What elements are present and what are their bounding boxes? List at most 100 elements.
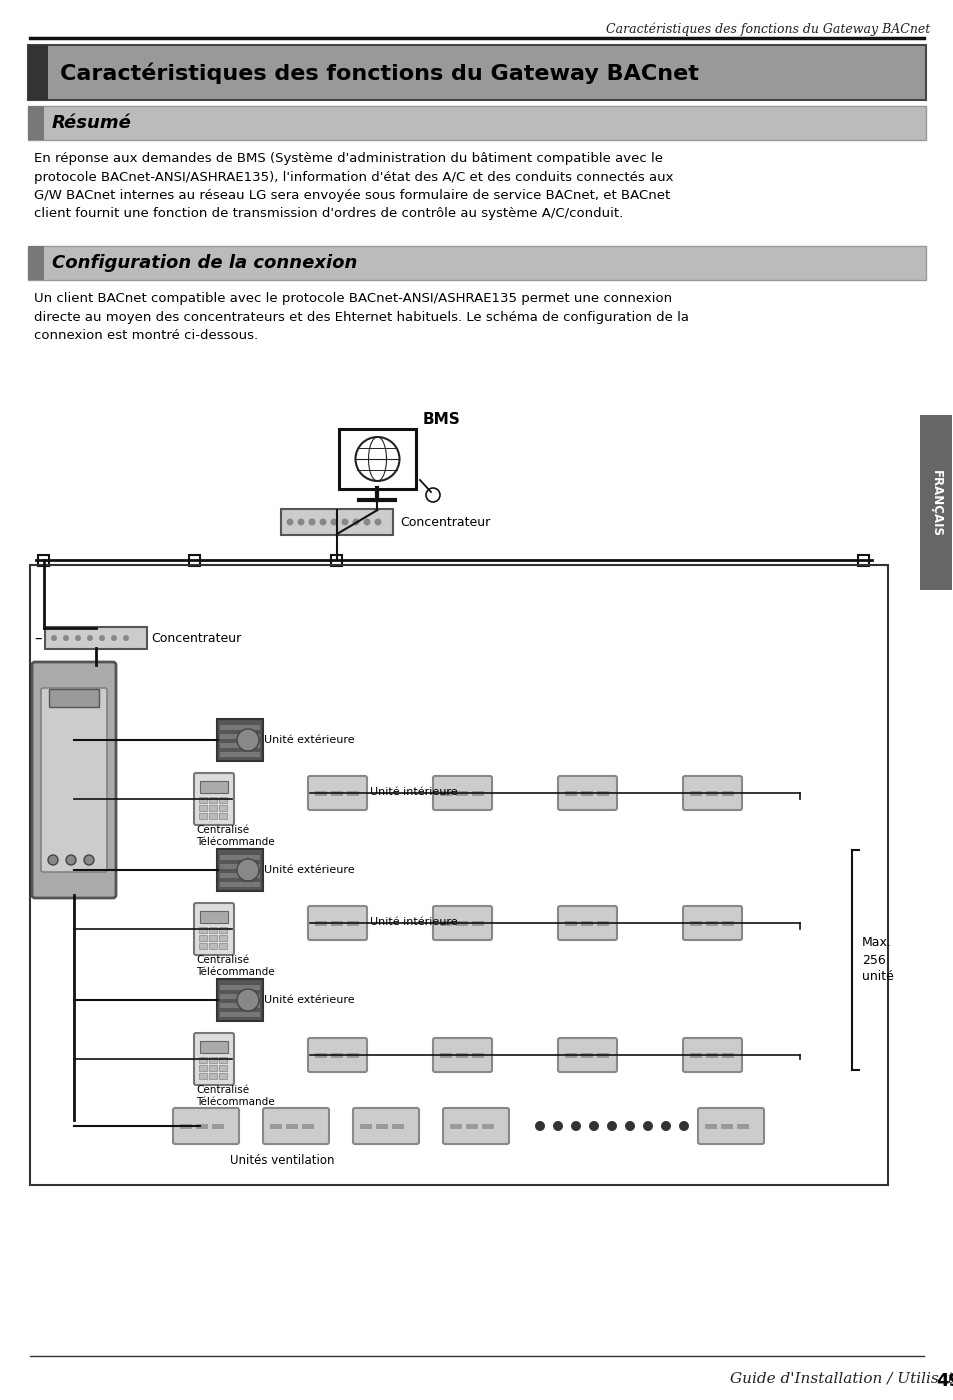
Bar (456, 791, 468, 797)
Bar (209, 1057, 216, 1063)
Bar (347, 921, 358, 925)
Bar (209, 927, 216, 932)
Bar (919, 414, 951, 589)
Bar (180, 1124, 192, 1128)
FancyBboxPatch shape (682, 1037, 741, 1072)
Circle shape (236, 729, 258, 750)
Bar (219, 1057, 227, 1063)
Text: Max.
256
unité: Max. 256 unité (862, 937, 893, 983)
Bar (199, 935, 207, 941)
Bar (331, 1053, 343, 1058)
Bar (219, 797, 227, 804)
FancyBboxPatch shape (263, 1107, 329, 1144)
Bar (286, 1124, 297, 1128)
Bar (314, 1053, 327, 1058)
Circle shape (341, 518, 348, 525)
Bar (220, 1002, 260, 1008)
Bar (465, 1124, 477, 1128)
Bar (456, 1053, 468, 1058)
Bar (481, 1124, 494, 1128)
Bar (49, 689, 99, 707)
Circle shape (330, 518, 337, 525)
Circle shape (48, 855, 58, 865)
Text: Résumé: Résumé (52, 113, 132, 132)
Circle shape (319, 518, 326, 525)
Bar (450, 1124, 461, 1128)
Bar (219, 805, 227, 811)
Bar (220, 874, 260, 878)
Circle shape (87, 636, 92, 641)
FancyBboxPatch shape (442, 1107, 509, 1144)
Text: Unités ventilation: Unités ventilation (230, 1154, 335, 1166)
Bar (737, 1124, 748, 1128)
FancyBboxPatch shape (193, 903, 233, 955)
Bar (858, 554, 868, 566)
Circle shape (75, 636, 81, 641)
Bar (38, 554, 50, 566)
Text: Unité intérieure: Unité intérieure (370, 917, 457, 927)
Circle shape (84, 855, 94, 865)
Bar (721, 1053, 733, 1058)
Circle shape (123, 636, 129, 641)
Circle shape (111, 636, 117, 641)
Text: Unité extérieure: Unité extérieure (264, 865, 355, 875)
Circle shape (99, 636, 105, 641)
Circle shape (571, 1121, 580, 1131)
Bar (199, 1072, 207, 1079)
Bar (472, 921, 483, 925)
Bar (331, 554, 342, 566)
Bar (209, 1072, 216, 1079)
Bar (439, 1053, 452, 1058)
Circle shape (236, 988, 258, 1011)
Bar (347, 791, 358, 797)
Text: Centralisé
Télécommande: Centralisé Télécommande (195, 955, 274, 977)
Bar (704, 1124, 717, 1128)
Text: Concentrateur: Concentrateur (151, 631, 241, 644)
Bar (392, 1124, 403, 1128)
FancyBboxPatch shape (682, 906, 741, 939)
FancyBboxPatch shape (308, 776, 367, 811)
Bar (302, 1124, 314, 1128)
Bar (209, 935, 216, 941)
Circle shape (236, 860, 258, 881)
Bar (199, 813, 207, 819)
Circle shape (679, 1121, 688, 1131)
Bar (220, 725, 260, 729)
FancyBboxPatch shape (308, 1037, 367, 1072)
Bar (30, 566, 887, 1184)
Bar (212, 1124, 224, 1128)
Circle shape (297, 518, 304, 525)
Bar (28, 45, 925, 99)
Text: Centralisé
Télécommande: Centralisé Télécommande (195, 825, 274, 847)
Circle shape (66, 855, 76, 865)
Bar (314, 921, 327, 925)
FancyBboxPatch shape (433, 776, 492, 811)
Text: 49: 49 (935, 1372, 953, 1390)
Bar (689, 1053, 701, 1058)
Text: En réponse aux demandes de BMS (Système d'administration du bâtiment compatible : En réponse aux demandes de BMS (Système … (34, 153, 673, 220)
FancyBboxPatch shape (193, 1033, 233, 1085)
Text: BMS: BMS (422, 413, 460, 427)
FancyBboxPatch shape (433, 906, 492, 939)
Bar (564, 791, 577, 797)
FancyBboxPatch shape (558, 906, 617, 939)
FancyBboxPatch shape (338, 428, 416, 489)
Bar (456, 921, 468, 925)
Bar (209, 805, 216, 811)
Text: Centralisé
Télécommande: Centralisé Télécommande (195, 1085, 274, 1106)
Bar (705, 921, 718, 925)
Bar (597, 791, 608, 797)
FancyBboxPatch shape (698, 1107, 763, 1144)
Bar (219, 1072, 227, 1079)
Bar (375, 1124, 388, 1128)
Bar (195, 1124, 208, 1128)
FancyBboxPatch shape (558, 1037, 617, 1072)
FancyBboxPatch shape (32, 662, 116, 897)
Bar (220, 855, 260, 860)
Bar (689, 921, 701, 925)
Circle shape (63, 636, 69, 641)
FancyBboxPatch shape (433, 1037, 492, 1072)
Bar (219, 813, 227, 819)
Bar (28, 246, 44, 280)
Bar (270, 1124, 282, 1128)
